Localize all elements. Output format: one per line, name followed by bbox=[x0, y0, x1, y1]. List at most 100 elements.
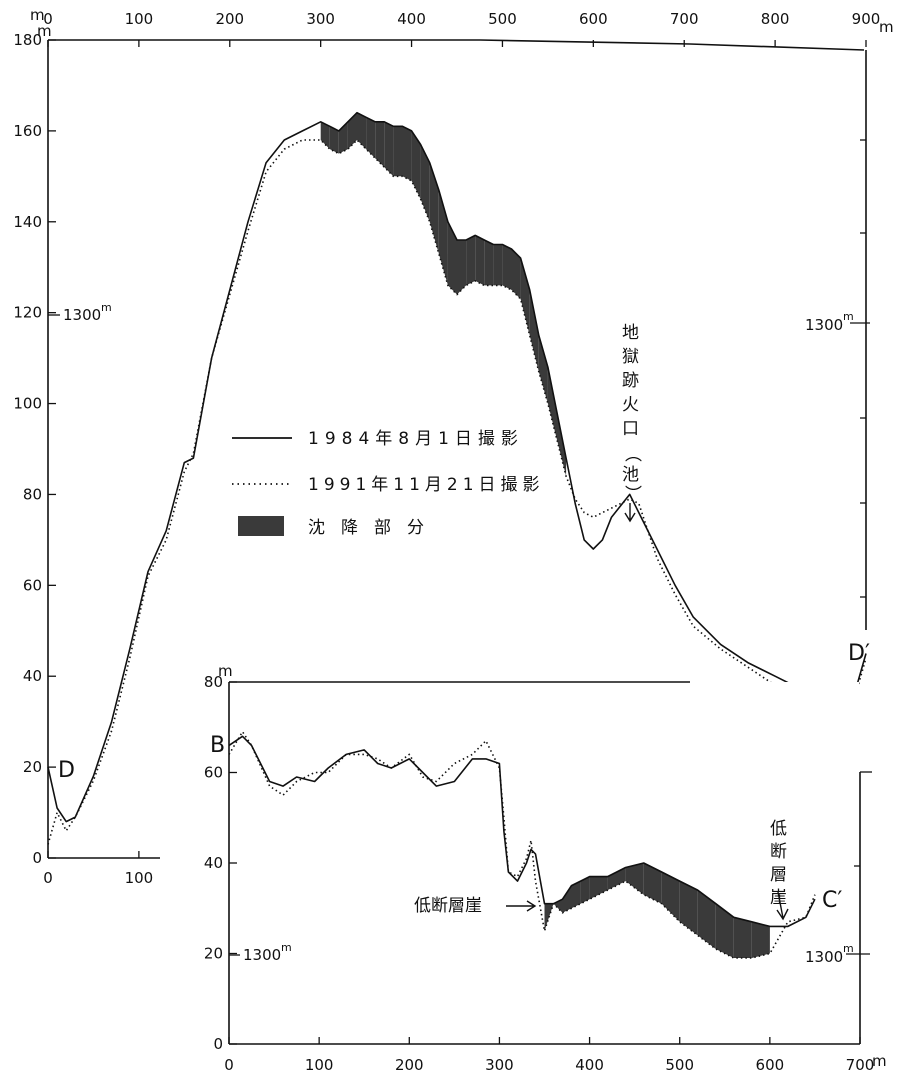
main-baseline-left-unit: m bbox=[101, 301, 112, 314]
y-tick-label: 40 bbox=[204, 854, 223, 872]
subsidence-segment bbox=[607, 867, 626, 891]
crater-annotation-char-1: 地 bbox=[622, 323, 639, 343]
subsidence-segment bbox=[484, 240, 494, 286]
x-tick-label: 100 bbox=[305, 1056, 334, 1074]
y-tick-label: 80 bbox=[204, 673, 223, 691]
x-tick-label: 200 bbox=[215, 10, 244, 28]
main-baseline-right-label: 1300 bbox=[805, 316, 843, 334]
inset-profile-chart: 0 20 40 60 80 0 100 200 300 400 500 600 700 m m 1300… bbox=[204, 662, 887, 1074]
x-tick-label: 200 bbox=[395, 1056, 424, 1074]
x-tick-label: 0 bbox=[43, 10, 53, 28]
inset-background bbox=[229, 682, 859, 1044]
x-tick-label: 400 bbox=[575, 1056, 604, 1074]
subsidence-segment bbox=[502, 244, 512, 290]
main-profile-end-label: D′ bbox=[848, 641, 870, 666]
main-y-unit: m bbox=[37, 22, 52, 40]
crater-annotation-arrow bbox=[624, 503, 636, 523]
x-tick-label: 500 bbox=[488, 10, 517, 28]
subsidence-segment bbox=[571, 881, 581, 909]
subsidence-segment bbox=[538, 335, 548, 404]
crater-annotation-char-7: 池 bbox=[622, 465, 639, 485]
subsidence-segment bbox=[544, 903, 554, 931]
inset-series-1991-line bbox=[228, 731, 816, 959]
y-tick-label: 20 bbox=[204, 945, 223, 963]
subsidence-segment bbox=[366, 117, 376, 159]
x-tick-label: 600 bbox=[579, 10, 608, 28]
y-tick-label: 60 bbox=[23, 576, 42, 594]
fault-scarp-annotation-1-arrow bbox=[506, 900, 537, 912]
legend: 1984年8月1日撮影 1991年11月21日撮影 沈降部分 bbox=[232, 429, 545, 538]
subsidence-segment bbox=[320, 121, 330, 150]
y-tick-label: 40 bbox=[23, 667, 42, 685]
x-tick-label: 700 bbox=[846, 1056, 875, 1074]
subsidence-segment bbox=[697, 890, 716, 949]
inset-baseline-right-unit: m bbox=[843, 942, 854, 955]
subsidence-segment bbox=[520, 258, 530, 336]
x-bottom-tick-label: 0 bbox=[43, 869, 53, 887]
subsidence-segment bbox=[357, 112, 367, 150]
x-bottom-tick-label: 100 bbox=[125, 869, 154, 887]
subsidence-segment bbox=[329, 126, 339, 154]
y-tick-label: 120 bbox=[13, 304, 42, 322]
subsidence-segment bbox=[715, 903, 734, 958]
y-tick-label: 180 bbox=[13, 31, 42, 49]
subsidence-segment bbox=[529, 289, 539, 372]
subsidence-segment bbox=[562, 885, 572, 913]
y-tick-label: 0 bbox=[213, 1035, 223, 1053]
fault-scarp-annotation-2: 低 断 層 崖 bbox=[770, 819, 789, 921]
main-top-unit: m bbox=[30, 6, 45, 24]
x-tick-label: 600 bbox=[756, 1056, 785, 1074]
legend-solid-label: 1984年8月1日撮影 bbox=[308, 429, 524, 449]
main-subsidence-bands bbox=[320, 112, 567, 477]
main-top-axis bbox=[48, 39, 865, 51]
subsidence-segment bbox=[589, 876, 608, 900]
main-baseline-left: 1300 m bbox=[48, 301, 112, 324]
y-tick-label: 20 bbox=[23, 758, 42, 776]
inset-baseline-right: 1300 m bbox=[805, 942, 870, 966]
crater-annotation-char-2: 獄 bbox=[622, 347, 639, 367]
x-tick-label: 100 bbox=[125, 10, 154, 28]
subsidence-segment bbox=[466, 235, 476, 286]
main-series-1991-line bbox=[47, 139, 867, 845]
subsidence-segment bbox=[557, 412, 567, 477]
fault-scarp-annotation-2-char-2: 断 bbox=[770, 842, 787, 862]
subsidence-segment bbox=[411, 130, 421, 200]
subsidence-segment bbox=[643, 863, 662, 904]
subsidence-segment bbox=[402, 126, 412, 181]
x-tick-label: 500 bbox=[665, 1056, 694, 1074]
y-tick-label: 60 bbox=[204, 764, 223, 782]
x-tick-label: 400 bbox=[397, 10, 426, 28]
main-baseline-right: 1300 m bbox=[805, 310, 870, 334]
main-baseline-right-unit: m bbox=[843, 310, 854, 323]
subsidence-segment bbox=[447, 221, 457, 295]
main-profile-start-label: D bbox=[58, 758, 75, 783]
inset-subsidence-bands bbox=[544, 863, 770, 958]
fault-scarp-annotation-2-char-3: 層 bbox=[770, 865, 787, 885]
inset-x-unit: m bbox=[872, 1052, 887, 1070]
x-tick-label: 900 bbox=[852, 10, 881, 28]
y-tick-label: 0 bbox=[32, 849, 42, 867]
crater-annotation-char-5: 口 bbox=[622, 419, 639, 439]
subsidence-segment bbox=[420, 144, 430, 222]
inset-baseline-left: 1300 m bbox=[229, 941, 292, 964]
crater-annotation: 地 獄 跡 火 口 ︵ 池 ︶ bbox=[622, 323, 642, 523]
subsidence-segment bbox=[384, 121, 394, 177]
x-tick-label: 300 bbox=[306, 10, 335, 28]
x-tick-label: 300 bbox=[485, 1056, 514, 1074]
subsidence-segment bbox=[493, 244, 503, 286]
inset-axis-ticks: 0 20 40 60 80 0 100 200 300 400 500 600 700 bbox=[204, 673, 874, 1074]
inset-series-1984-line bbox=[228, 735, 816, 928]
x-tick-label: 0 bbox=[224, 1056, 234, 1074]
subsidence-segment bbox=[580, 876, 590, 904]
inset-profile-start-label: B bbox=[210, 733, 225, 758]
legend-dotted-label: 1991年11月21日撮影 bbox=[308, 475, 545, 495]
subsidence-segment bbox=[661, 872, 680, 922]
crater-annotation-char-4: 火 bbox=[622, 395, 639, 415]
inset-baseline-right-label: 1300 bbox=[805, 948, 843, 966]
legend-subsidence-label: 沈降部分 bbox=[308, 518, 440, 538]
fault-scarp-annotation-2-arrow bbox=[776, 891, 789, 921]
y-tick-label: 160 bbox=[13, 122, 42, 140]
subsidence-segment bbox=[457, 240, 467, 295]
x-tick-label: 700 bbox=[670, 10, 699, 28]
